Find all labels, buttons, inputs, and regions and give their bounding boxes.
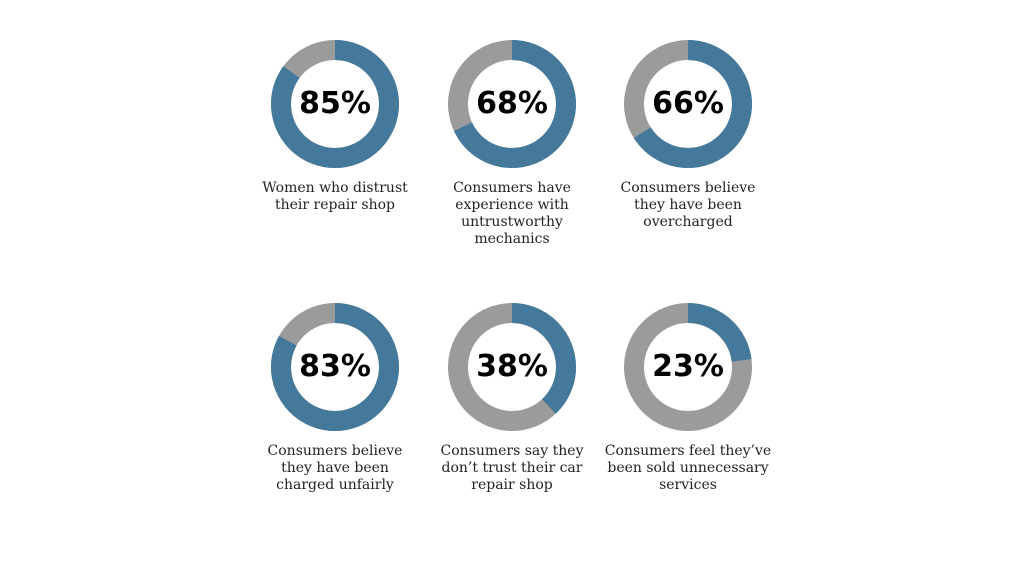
- caption-5-line-1: Consumers say they: [440, 443, 584, 459]
- caption-2: Consumers have experience with untrustwo…: [412, 180, 612, 248]
- caption-6-line-1: Consumers feel they’ve: [604, 443, 772, 459]
- caption-5-line-3: repair shop: [471, 477, 553, 493]
- caption-2-line-2: experience with: [455, 197, 569, 213]
- donut-chart-2: 68%: [448, 40, 576, 168]
- caption-2-line-4: mechanics: [474, 231, 550, 247]
- donut-fill-6: [624, 303, 752, 431]
- caption-4-line-3: charged unfairly: [276, 477, 394, 493]
- caption-6-line-2: been sold unnecessary: [607, 460, 769, 476]
- caption-2-line-1: Consumers have: [453, 180, 571, 196]
- donut-fill-1: [271, 40, 399, 168]
- donut-chart-1: 85%: [271, 40, 399, 168]
- percent-label-3: 66%: [652, 86, 724, 121]
- caption-4-line-2: they have been: [281, 460, 389, 476]
- caption-1-line-2: their repair shop: [274, 197, 396, 213]
- caption-2-line-3: untrustworthy: [461, 214, 563, 230]
- donut-chart-3: 66%: [624, 40, 752, 168]
- percent-label-4: 83%: [299, 349, 371, 384]
- donut-fill-5: [448, 303, 576, 431]
- caption-4-line-1: Consumers believe: [267, 443, 403, 459]
- caption-3: Consumers believe they have been overcha…: [588, 180, 788, 231]
- percent-label-1: 85%: [299, 86, 371, 121]
- donut-chart-5: 38%: [448, 303, 576, 431]
- caption-5: Consumers say they don’t trust their car…: [412, 443, 612, 494]
- donut-fill-3: [624, 40, 752, 168]
- percent-label-2: 68%: [476, 86, 548, 121]
- percent-label-6: 23%: [652, 349, 724, 384]
- caption-5-line-2: don’t trust their car: [441, 460, 583, 476]
- caption-3-line-3: overcharged: [643, 214, 733, 230]
- caption-1: Women who distrust their repair shop: [235, 180, 435, 214]
- caption-3-line-1: Consumers believe: [620, 180, 756, 196]
- donut-chart-4: 83%: [271, 303, 399, 431]
- caption-1-line-1: Women who distrust: [262, 180, 408, 196]
- percent-label-5: 38%: [476, 349, 548, 384]
- caption-6: Consumers feel they’ve been sold unneces…: [588, 443, 788, 494]
- donut-fill-2: [448, 40, 576, 168]
- caption-3-line-2: they have been: [634, 197, 742, 213]
- caption-6-line-3: services: [659, 477, 717, 493]
- donut-chart-6: 23%: [624, 303, 752, 431]
- caption-4: Consumers believe they have been charged…: [235, 443, 435, 494]
- donut-fill-4: [271, 303, 399, 431]
